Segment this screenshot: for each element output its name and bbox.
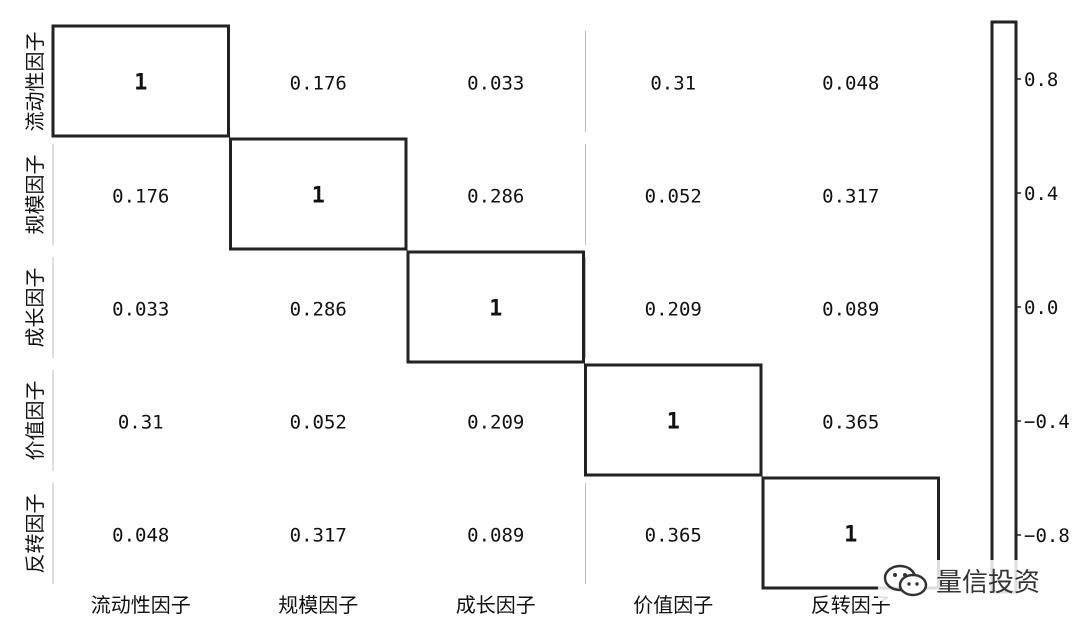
heatmap-cell-2-1: 0.286 xyxy=(290,299,347,321)
cell-value-label: 0.209 xyxy=(645,299,702,321)
cell-value-label: 0.052 xyxy=(290,412,347,434)
heatmap-cell-2-3: 0.209 xyxy=(585,257,702,358)
heatmap-cell-3-0: 0.31 xyxy=(52,370,164,471)
column-label: 反转因子 xyxy=(811,593,891,617)
diagonal-cell-box xyxy=(51,24,230,138)
heatmap-cell-3-3: 1 xyxy=(584,363,763,477)
cell-value-label: 0.052 xyxy=(645,186,702,208)
cell-value-label: 0.033 xyxy=(112,299,169,321)
column-label: 成长因子 xyxy=(456,593,536,617)
cell-value-label: 0.048 xyxy=(112,525,169,547)
heatmap-cell-0-4: 0.048 xyxy=(822,73,879,95)
colorbar-tick-label: −0.8 xyxy=(1024,525,1070,547)
cell-value-label: 0.176 xyxy=(290,73,347,95)
colorbar-tick-label: −0.4 xyxy=(1024,411,1070,433)
heatmap-cell-1-1: 1 xyxy=(229,137,408,251)
watermark-text: 量信投资 xyxy=(936,568,1041,598)
wechat-icon xyxy=(883,564,928,596)
row-label: 流动性因子 xyxy=(23,32,47,132)
cell-value-label: 0.317 xyxy=(822,186,879,208)
cell-value-label: 0.286 xyxy=(290,299,347,321)
cell-value-label: 0.31 xyxy=(118,412,164,434)
heatmap-cell-3-2: 0.209 xyxy=(467,412,524,434)
colorbar-frame xyxy=(990,20,1018,594)
colorbar-tick-label: 0.4 xyxy=(1024,183,1058,205)
watermark: 量信投资 xyxy=(878,560,1045,601)
heatmap-cell-4-2: 0.089 xyxy=(467,525,524,547)
column-label: 流动性因子 xyxy=(91,593,191,617)
cell-value-label: 0.317 xyxy=(290,525,347,547)
cell-value-label: 0.365 xyxy=(645,525,702,547)
heatmap-cell-0-0: 1 xyxy=(51,24,230,138)
cell-value-label: 0.089 xyxy=(467,525,524,547)
cell-value-label: 1 xyxy=(489,297,502,322)
cell-value-label: 0.31 xyxy=(650,73,696,95)
cell-value-label: 1 xyxy=(844,523,857,548)
row-label: 价值因子 xyxy=(23,381,47,461)
heatmap-cell-3-4: 0.365 xyxy=(822,412,879,434)
diagonal-cell-box xyxy=(584,363,763,477)
heatmap-cell-3-1: 0.052 xyxy=(290,412,347,434)
cell-value-label: 1 xyxy=(312,184,325,209)
heatmap-cell-1-4: 0.317 xyxy=(822,186,879,208)
diagonal-cell-box xyxy=(229,137,408,251)
row-label: 规模因子 xyxy=(23,155,47,235)
cell-value-label: 0.048 xyxy=(822,73,879,95)
column-label: 价值因子 xyxy=(633,593,713,617)
row-label: 反转因子 xyxy=(23,494,47,574)
cell-value-label: 0.089 xyxy=(822,299,879,321)
cell-value-label: 0.176 xyxy=(112,186,169,208)
heatmap-cell-2-2: 1 xyxy=(406,250,585,364)
cell-value-label: 0.365 xyxy=(822,412,879,434)
cell-value-label: 0.209 xyxy=(467,412,524,434)
heatmap-cell-1-3: 0.052 xyxy=(585,144,702,245)
heatmap-cell-0-3: 0.31 xyxy=(585,31,696,132)
heatmap-cell-4-1: 0.317 xyxy=(290,525,347,547)
colorbar-tick-label: 0.8 xyxy=(1024,69,1058,91)
column-label: 规模因子 xyxy=(278,593,358,617)
heatmap-cell-4-3: 0.365 xyxy=(585,483,702,584)
heatmap-cell-2-4: 0.089 xyxy=(822,299,879,321)
heatmap-cell-1-2: 0.286 xyxy=(467,186,524,208)
heatmap-cell-0-2: 0.033 xyxy=(467,73,524,95)
colorbar-tick-label: 0.0 xyxy=(1024,297,1058,319)
heatmap-cell-4-0: 0.048 xyxy=(52,483,169,584)
heatmap-cell-1-0: 0.176 xyxy=(52,144,169,245)
row-label: 成长因子 xyxy=(23,268,47,348)
cell-value-label: 1 xyxy=(667,410,680,435)
cell-value-label: 0.286 xyxy=(467,186,524,208)
diagonal-cell-box xyxy=(406,250,585,364)
cell-value-label: 0.033 xyxy=(467,73,524,95)
heatmap-cell-0-1: 0.176 xyxy=(290,73,347,95)
cell-value-label: 1 xyxy=(134,71,147,96)
heatmap-cell-2-0: 0.033 xyxy=(52,257,169,358)
